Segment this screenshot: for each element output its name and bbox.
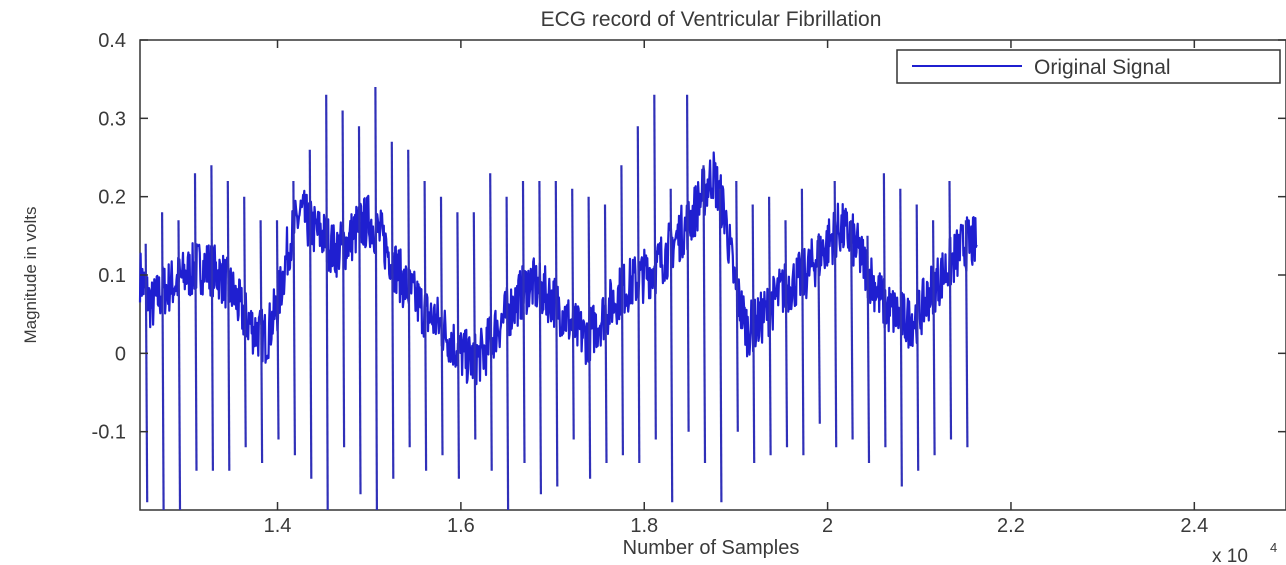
signal-spike xyxy=(735,180,739,432)
signal-spike xyxy=(915,204,920,471)
signal-spike xyxy=(554,180,559,487)
signal-spike xyxy=(571,188,575,440)
x-axis-exponent-base: x 10 xyxy=(1212,546,1248,565)
signal-spike xyxy=(800,188,805,456)
signal-spike xyxy=(669,188,674,503)
signal-spike xyxy=(603,204,608,464)
signal-spike xyxy=(521,180,526,464)
plot-area xyxy=(138,39,1286,511)
x-tick-labels: 1.4 1.6 1.8 2 2.2 2.4 xyxy=(264,515,1209,537)
signal-spike xyxy=(226,180,231,471)
signal-spike xyxy=(275,220,280,440)
signal-spike xyxy=(587,196,592,479)
signal-spike xyxy=(850,220,854,440)
signal-spike xyxy=(538,180,543,495)
signal-spike xyxy=(784,220,789,448)
y-tick-label: 0 xyxy=(115,343,126,365)
x-axis-label: Number of Samples xyxy=(623,537,800,559)
signal-spike xyxy=(308,149,313,479)
y-tick-label: 0.1 xyxy=(98,265,126,287)
signal-spike xyxy=(718,188,723,503)
x-tick-label: 1.6 xyxy=(447,515,475,537)
signal-spike xyxy=(177,220,182,511)
axes-frame xyxy=(139,39,1286,511)
y-tick-label: 0.3 xyxy=(98,108,126,130)
y-axis-label: Magnitude in volts xyxy=(21,206,40,343)
signal-spike xyxy=(374,86,378,511)
signal-spike xyxy=(390,141,395,479)
signal-spike xyxy=(899,188,903,487)
signal-spike xyxy=(931,220,936,456)
signal-spike xyxy=(817,235,821,424)
signal-spike xyxy=(407,149,411,448)
signal-spike xyxy=(964,220,969,448)
signal-trace xyxy=(138,151,978,386)
signal-spike xyxy=(456,212,460,479)
signal-spike xyxy=(423,180,428,471)
signal-spike xyxy=(866,235,871,464)
signal-spike xyxy=(357,126,362,495)
x-axis-exponent-power: 4 xyxy=(1270,540,1277,555)
x-tick-label: 2.2 xyxy=(997,515,1025,537)
signal-spike xyxy=(833,180,838,448)
signal-spike xyxy=(948,180,953,440)
chart-title: ECG record of Ventricular Fibrillation xyxy=(541,8,882,31)
signal-spike xyxy=(636,126,641,464)
y-tick-label: 0.4 xyxy=(98,30,126,52)
signal-spike xyxy=(472,212,477,440)
signal-spike xyxy=(439,196,444,456)
signal-spike xyxy=(341,110,346,448)
signal-spike xyxy=(161,212,165,511)
signal-spike xyxy=(193,173,198,471)
y-tick-label: -0.1 xyxy=(92,422,126,444)
signal-spike xyxy=(144,243,149,503)
signal-spike xyxy=(210,165,214,471)
signal-spike xyxy=(292,180,296,456)
legend: Original Signal xyxy=(896,49,1281,84)
signal-spike xyxy=(653,94,657,440)
legend-label-original-signal: Original Signal xyxy=(1034,56,1171,79)
tick-layer xyxy=(140,39,1286,510)
x-tick-label: 1.8 xyxy=(630,515,658,537)
x-tick-label: 2 xyxy=(822,515,833,537)
signal-layer xyxy=(138,86,978,511)
signal-spike xyxy=(685,94,690,432)
legend-box xyxy=(896,49,1281,84)
y-tick-labels: -0.1 0 0.1 0.2 0.3 0.4 xyxy=(92,30,126,444)
signal-spike xyxy=(751,204,756,464)
signal-spike xyxy=(243,196,247,448)
x-axis-exponent: x 10 4 xyxy=(1212,540,1277,565)
signal-spike xyxy=(882,173,887,448)
signal-spike xyxy=(325,94,329,511)
signal-spike xyxy=(259,220,264,464)
signal-spike xyxy=(702,165,707,464)
x-tick-label: 2.4 xyxy=(1180,515,1208,537)
x-tick-label: 1.4 xyxy=(264,515,292,537)
signal-spike xyxy=(767,196,772,456)
signal-spike xyxy=(505,196,510,511)
signal-spike xyxy=(489,173,493,471)
y-tick-label: 0.2 xyxy=(98,187,126,209)
signal-spike xyxy=(620,165,625,456)
